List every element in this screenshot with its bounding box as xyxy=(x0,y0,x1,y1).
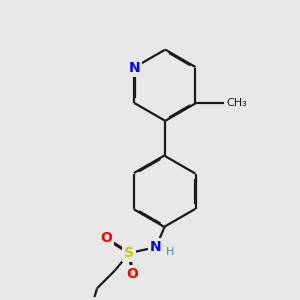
Text: N: N xyxy=(128,61,140,75)
Text: H: H xyxy=(166,247,175,256)
Text: CH₃: CH₃ xyxy=(226,98,247,108)
Text: O: O xyxy=(100,231,112,245)
Text: S: S xyxy=(124,246,134,260)
Text: N: N xyxy=(150,240,162,254)
Text: O: O xyxy=(126,267,138,281)
